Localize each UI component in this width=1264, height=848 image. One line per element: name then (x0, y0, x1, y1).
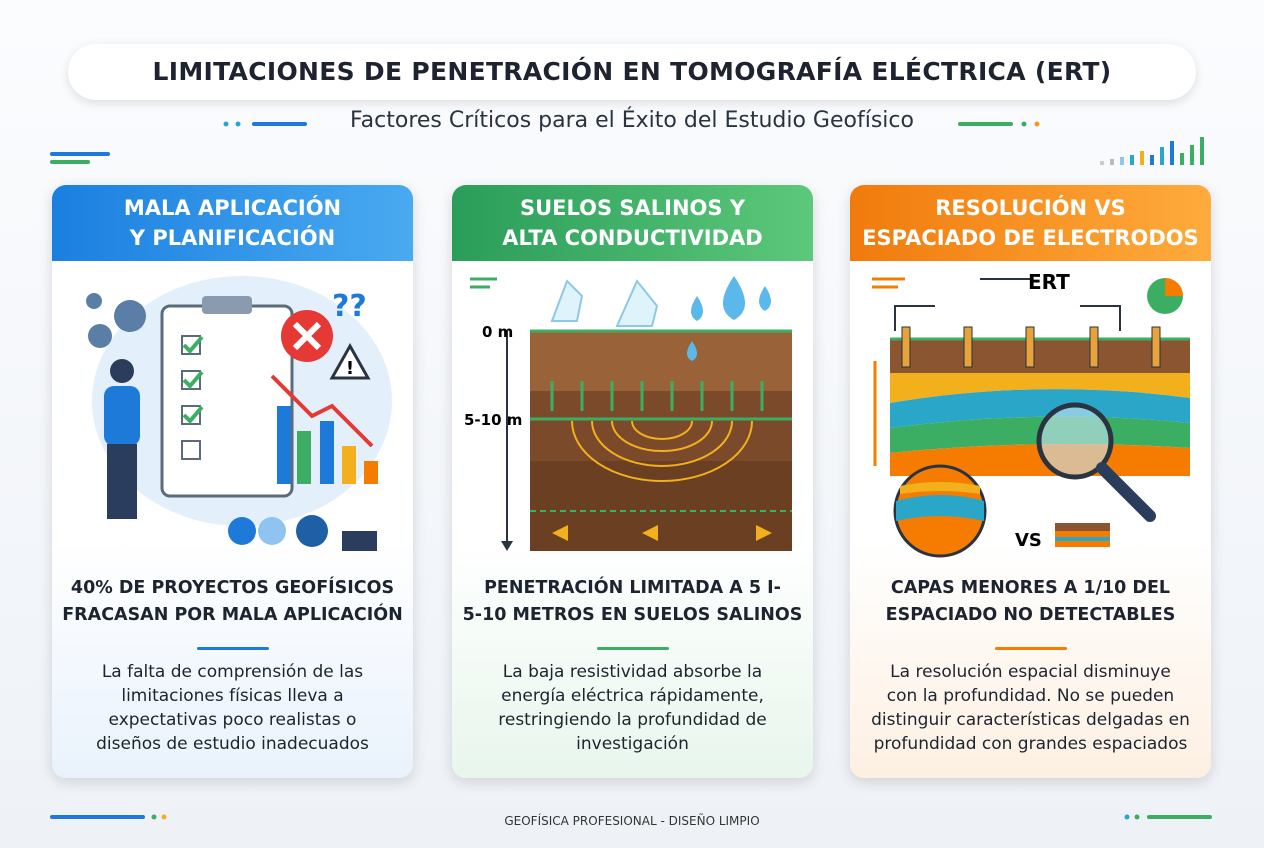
depth-label: 5-10 m (464, 411, 522, 429)
divider (197, 647, 269, 650)
card-title: RESOLUCIÓN VS (935, 196, 1126, 220)
illustration: 0 m 5-10 m (464, 276, 792, 551)
card: MALA APLICACIÓN Y PLANIFICACIÓN ! ?? 40% … (52, 185, 413, 778)
subtitle: Factores Críticos para el Éxito del Estu… (350, 108, 914, 133)
card: RESOLUCIÓN VS ESPACIADO DE ELECTRODOS ERT… (850, 185, 1211, 778)
description-line: restringiendo la profundidad de (498, 710, 767, 730)
card-header: RESOLUCIÓN VS ESPACIADO DE ELECTRODOS (850, 185, 1211, 261)
figure-label: ERT (1028, 270, 1070, 294)
headline-line: CAPAS MENORES A 1/10 DEL (890, 578, 1171, 598)
card-title: Y PLANIFICACIÓN (129, 226, 336, 250)
illustration: ! ?? (86, 276, 392, 551)
depth-label: 0 m (482, 323, 513, 341)
card-description: La resolución espacial disminuye con la p… (850, 660, 1211, 756)
description-line: distinguir características delgadas en (871, 710, 1190, 730)
illustration: ERT VS (872, 270, 1190, 558)
card-headline: CAPAS MENORES A 1/10 DEL ESPACIADO NO DET… (850, 575, 1211, 629)
card: SUELOS SALINOS Y ALTA CONDUCTIVIDAD 0 m 5… (452, 185, 813, 778)
description-line: La resolución espacial disminuye (890, 662, 1171, 682)
headline-line: 5-10 METROS EN SUELOS SALINOS (462, 605, 803, 625)
description-line: diseños de estudio inadecuados (96, 734, 369, 754)
card-title: ESPACIADO DE ELECTRODOS (862, 226, 1199, 250)
card-description: La falta de comprensión de las limitacion… (52, 660, 413, 756)
card-title: ALTA CONDUCTIVIDAD (502, 226, 763, 250)
headline-line: 40% DE PROYECTOS GEOFÍSICOS (70, 578, 395, 598)
card-headline: 40% DE PROYECTOS GEOFÍSICOS FRACASAN POR … (52, 575, 413, 629)
card-header: MALA APLICACIÓN Y PLANIFICACIÓN (52, 185, 413, 261)
description-line: energía eléctrica rápidamente, (501, 686, 764, 706)
description-line: expectativas poco realistas o (108, 710, 357, 730)
figure-label: VS (1015, 530, 1042, 551)
title: LIMITACIONES DE PENETRACIÓN EN TOMOGRAFÍ… (68, 44, 1196, 100)
card-header: SUELOS SALINOS Y ALTA CONDUCTIVIDAD (452, 185, 813, 261)
description-line: La baja resistividad absorbe la (502, 662, 763, 682)
decor (50, 152, 110, 164)
card-headline: PENETRACIÓN LIMITADA A 5 I- 5-10 METROS E… (452, 575, 813, 629)
headline-line: PENETRACIÓN LIMITADA A 5 I- (484, 578, 781, 598)
decor-bars (1100, 137, 1204, 165)
description-line: profundidad con grandes espaciados (873, 734, 1188, 754)
description-line: con la profundidad. No se pueden (886, 686, 1175, 706)
footer: GEOFÍSICA PROFESIONAL - DISEÑO LIMPIO (504, 814, 760, 828)
svg-text:!: ! (346, 358, 354, 379)
description-line: limitaciones físicas lleva a (121, 686, 344, 706)
card-title: MALA APLICACIÓN (123, 196, 342, 220)
card-title: SUELOS SALINOS Y (519, 196, 746, 220)
svg-text:??: ?? (332, 289, 367, 324)
divider (597, 647, 669, 650)
headline-line: FRACASAN POR MALA APLICACIÓN (62, 605, 403, 625)
headline-line: ESPACIADO NO DETECTABLES (885, 605, 1176, 625)
description-line: investigación (576, 734, 689, 754)
footer-decor (50, 814, 1212, 820)
card-description: La baja resistividad absorbe la energía e… (452, 660, 813, 756)
description-line: La falta de comprensión de las (101, 662, 364, 682)
divider (995, 647, 1067, 650)
subtitle-decor (223, 121, 1040, 127)
